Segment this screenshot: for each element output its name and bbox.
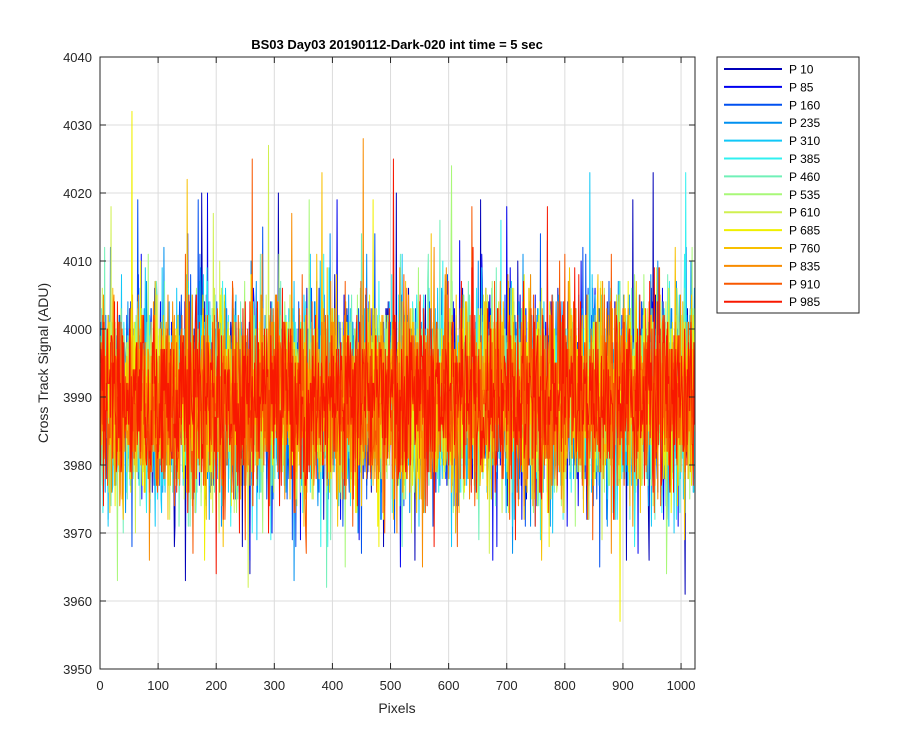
legend-label: P 910 [789,277,820,291]
legend-entry: P 310 [724,134,820,148]
legend-label: P 685 [789,224,820,238]
plot-area: 0 100 200 300 400 500 600 700 800 900 1000 3950 396… [63,50,695,693]
y-tick-label: 3950 [63,662,92,677]
legend-entry: P 685 [724,224,820,238]
x-tick-label: 100 [147,678,169,693]
y-axis-label: Cross Track Signal (ADU) [35,283,51,443]
legend-label: P 985 [789,295,820,309]
legend-label: P 160 [789,98,820,112]
legend-entry: P 535 [724,188,820,202]
y-tick-label: 3980 [63,458,92,473]
x-tick-label: 500 [380,678,402,693]
legend-label: P 460 [789,170,820,184]
legend-box [716,56,860,314]
x-axis-label: Pixels [378,700,415,716]
x-tick-label: 700 [496,678,518,693]
legend-entry: P 460 [724,170,820,184]
y-tick-label: 4040 [63,50,92,65]
x-tick-label: 1000 [667,678,696,693]
y-tick-label: 3960 [63,594,92,609]
legend-entry: P 160 [724,98,820,112]
series-layer [100,110,695,622]
x-tick-label: 0 [96,678,103,693]
legend-label: P 385 [789,152,820,166]
legend-entry: P 85 [724,80,814,94]
ticks [99,56,695,670]
legend-entry: P 985 [724,295,820,309]
x-tick-label: 600 [438,678,460,693]
legend-label: P 835 [789,259,820,273]
x-tick-label: 200 [205,678,227,693]
legend-label: P 85 [789,80,814,94]
legend-label: P 310 [789,134,820,148]
axes-frame [99,56,696,670]
y-tick-label: 4030 [63,118,92,133]
legend-label: P 610 [789,206,820,220]
legend-entry: P 235 [724,116,820,130]
x-tick-labels: 0 100 200 300 400 500 600 700 800 900 1000 [96,678,695,693]
y-tick-label: 4020 [63,186,92,201]
legend-label: P 760 [789,242,820,256]
y-tick-labels: 3950 3960 3970 3980 3990 4000 4010 4020 4030 4040 [63,50,92,677]
legend-entry: P 610 [724,206,820,220]
y-tick-label: 3990 [63,390,92,405]
y-tick-label: 4010 [63,254,92,269]
legend-label: P 235 [789,116,820,130]
chart-title: BS03 Day03 20190112-Dark-020 int time = … [251,37,543,52]
y-tick-label: 3970 [63,526,92,541]
x-tick-label: 400 [322,678,344,693]
legend-entry: P 835 [724,259,820,273]
x-tick-label: 800 [554,678,576,693]
series-line-p985 [100,158,695,575]
legend-entry: P 910 [724,277,820,291]
legend: P 10 P 85 P 160 P 235 P 310 P 385 P 460 P 535 P … [716,56,860,314]
legend-entry: P 760 [724,242,820,256]
legend-entry: P 10 [724,63,814,77]
legend-items: P 10 P 85 P 160 P 235 P 310 P 385 P 460 P 535 P … [724,63,820,309]
x-tick-label: 900 [612,678,634,693]
y-tick-label: 4000 [63,322,92,337]
legend-label: P 535 [789,188,820,202]
legend-entry: P 385 [724,152,820,166]
legend-label: P 10 [789,63,814,77]
x-tick-label: 300 [263,678,285,693]
